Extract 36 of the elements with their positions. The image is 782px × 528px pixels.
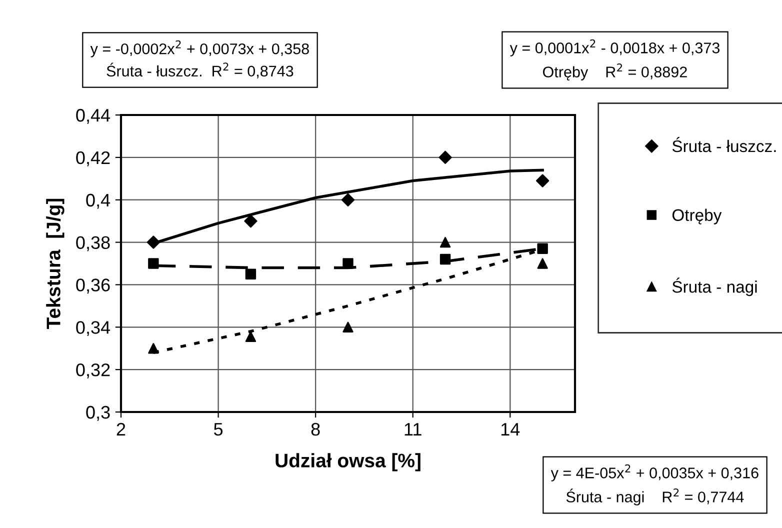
legend-label: Śruta - łuszcz. (672, 137, 776, 152)
point (245, 331, 256, 342)
text: y = 4E-05x$^{2}$ + 0,0035x + 0,316 Śruta - nagi R$^{2}$ = 0,7744 (550, 464, 758, 506)
point (440, 254, 451, 265)
point (341, 193, 355, 206)
y-axis-title: Tekstura [J/g] (46, 198, 64, 330)
legend-label: Otręby (672, 208, 722, 224)
y-tick-label: 0,38 (76, 236, 110, 252)
y-tick-label: 0,36 (76, 278, 110, 294)
point (438, 150, 452, 164)
point (148, 343, 159, 354)
point (537, 258, 548, 269)
y-tick-label: 0,42 (76, 151, 110, 166)
x-tick-label: 14 (501, 423, 520, 436)
text: y = -0,0002x$^{2}$ + 0,0073x + 0,358 Śruta - łuszcz. R$^{2}$ = 0,8743 (90, 40, 309, 78)
point (342, 322, 354, 332)
y-tick-label: 0,32 (76, 364, 110, 378)
y-tick-label: 0,4 (86, 194, 110, 209)
x-axis-title: Udział owsa [%] (276, 453, 420, 472)
text: y = 0,0001x$^{2}$ - 0,0018x + 0,373 Otręby R$^{2}$ = 0,8892 (510, 39, 720, 80)
y-tick-label: 0,3 (86, 406, 110, 421)
point (536, 174, 550, 188)
x-tick-label: 2 (116, 422, 126, 436)
y-tick-label: 0,44 (76, 108, 110, 124)
point (440, 236, 451, 248)
point (537, 243, 548, 254)
legend-label: Śruta - nagi (672, 278, 757, 296)
x-tick-label: 11 (404, 423, 422, 436)
point (146, 236, 160, 249)
point (244, 214, 258, 228)
y-tick-label: 0,34 (76, 321, 110, 336)
point (148, 258, 159, 269)
x-tick-label: 8 (311, 422, 320, 436)
point (342, 258, 354, 269)
point (245, 268, 256, 280)
x-tick-label: 5 (214, 423, 223, 436)
